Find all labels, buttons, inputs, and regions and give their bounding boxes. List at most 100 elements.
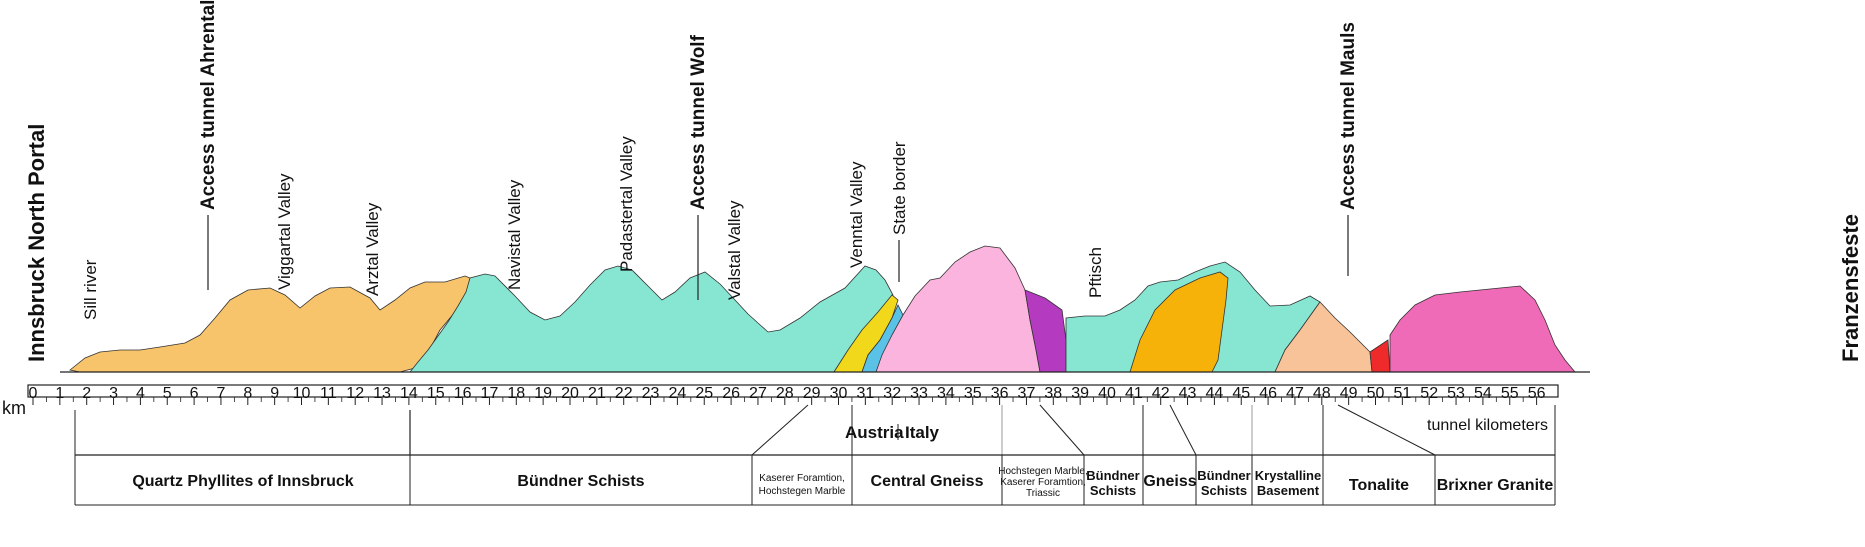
- km-tick-label: 43: [1179, 385, 1197, 402]
- km-tick-label: 0: [29, 385, 38, 402]
- tick-marks: [32, 397, 1538, 405]
- geology-label: Gneiss: [1143, 473, 1196, 490]
- geology-label: Quartz Phyllites of Innsbruck: [132, 473, 353, 490]
- km-tick-label: 13: [373, 385, 391, 402]
- km-tick-label: 32: [883, 385, 901, 402]
- geology-label: Central Gneiss: [871, 473, 984, 490]
- feature-label: Padastertal Valley: [617, 136, 636, 272]
- km-tick-label: 15: [427, 385, 445, 402]
- km-tick-label: 7: [216, 385, 225, 402]
- feature-annotations: Sill river Access tunnel Ahrental Viggarta…: [81, 0, 1359, 320]
- section-central-gneiss: [875, 245, 1041, 373]
- geology-label: Tonalite: [1349, 477, 1409, 494]
- feature-label: Arztal Valley: [363, 202, 382, 296]
- geology-label: Kaserer Foramtion, Hochstegen Marble: [759, 473, 846, 497]
- feature-label: Venntal Valley: [847, 161, 866, 268]
- km-tick-label: 52: [1420, 385, 1438, 402]
- km-tick-label: 24: [669, 385, 687, 402]
- km-tick-label: 45: [1232, 385, 1250, 402]
- km-tick-label: 39: [1071, 385, 1089, 402]
- km-tick-label: 37: [1018, 385, 1036, 402]
- km-tick-label: 21: [588, 385, 606, 402]
- country-italy: Italy: [905, 423, 940, 442]
- feature-label: State border: [890, 141, 909, 235]
- km-tick-label: 54: [1474, 385, 1492, 402]
- geology-label: Hochstegen Marble, Kaserer Foramtion, Tria…: [998, 466, 1088, 499]
- km-tick-label: 8: [243, 385, 252, 402]
- band-connector: [751, 404, 809, 456]
- band-connector: [1169, 404, 1197, 456]
- km-tick-label: 20: [561, 385, 579, 402]
- km-tick-label: 55: [1501, 385, 1519, 402]
- feature-label: Access tunnel Mauls: [1338, 22, 1359, 210]
- km-tick-label: 28: [776, 385, 794, 402]
- portal-north: Innsbruck North Portal: [24, 124, 49, 362]
- km-tick-label: 25: [695, 385, 713, 402]
- km-tick-label: 29: [803, 385, 821, 402]
- axis-bar: [27, 384, 1559, 398]
- km-tick-label: 38: [1044, 385, 1062, 402]
- section-gneiss-orange: [1129, 271, 1229, 373]
- axis-unit-label: km: [2, 398, 26, 418]
- feature-label: Pftisch: [1086, 247, 1105, 298]
- km-tick-label: 34: [937, 385, 955, 402]
- km-tick-label: 44: [1206, 385, 1224, 402]
- km-tick-label: 31: [856, 385, 874, 402]
- geology-bands: Austria Italy tunnel kilometers Quartz P…: [74, 404, 1556, 506]
- geology-label: Krystalline Basement: [1255, 468, 1321, 498]
- km-tick-label: 53: [1447, 385, 1465, 402]
- portal-south: Franzensfeste: [1838, 214, 1863, 362]
- km-tick-label: 19: [534, 385, 552, 402]
- km-tick-label: 50: [1367, 385, 1385, 402]
- km-tick-label: 5: [163, 385, 172, 402]
- feature-label: Access tunnel Ahrental: [198, 0, 219, 210]
- km-tick-label: 17: [481, 385, 499, 402]
- km-tick-label: 11: [320, 385, 337, 402]
- km-tick-label: 35: [964, 385, 982, 402]
- km-tick-label: 18: [507, 385, 525, 402]
- section-bundner-schist-1: [409, 265, 894, 373]
- km-tick-label: 26: [722, 385, 740, 402]
- km-tick-label: 12: [346, 385, 364, 402]
- section-tonalite: [1389, 285, 1576, 373]
- band-connector: [1337, 404, 1436, 456]
- km-tick-label: 3: [109, 385, 118, 402]
- km-tick-label: 9: [270, 385, 279, 402]
- section-red-unit: [1369, 339, 1391, 373]
- km-tick-label: 36: [991, 385, 1009, 402]
- feature-label: Valstal Valley: [725, 200, 744, 300]
- km-tick-label: 2: [82, 385, 91, 402]
- cross-section: [69, 245, 1576, 373]
- geology-label: Bündner Schists: [1086, 468, 1139, 498]
- km-tick-label: 47: [1286, 385, 1304, 402]
- feature-label: Viggartal Valley: [275, 173, 294, 290]
- km-tick-label: 41: [1125, 385, 1143, 402]
- tunnel-km-label: tunnel kilometers: [1427, 417, 1548, 434]
- km-tick-label: 6: [190, 385, 199, 402]
- km-tick-label: 42: [1152, 385, 1170, 402]
- km-tick-label: 46: [1259, 385, 1277, 402]
- km-tick-label: 23: [642, 385, 660, 402]
- km-tick-label: 51: [1393, 385, 1411, 402]
- km-tick-label: 48: [1313, 385, 1331, 402]
- feature-label: Access tunnel Wolf: [688, 34, 709, 210]
- km-tick-label: 56: [1528, 385, 1546, 402]
- geology-label: Brixner Granite: [1437, 477, 1554, 494]
- country-austria: Austria: [845, 423, 904, 442]
- km-tick-label: 33: [910, 385, 928, 402]
- km-tick-label: 1: [55, 385, 64, 402]
- geology-label: Bündner Schists: [517, 473, 644, 490]
- km-axis: km 0 1 2 3 4 5 6 7 8 9 10 11 12 13 14 15 16 17 18 19 20 21 22 2…: [2, 384, 1559, 418]
- km-tick-label: 49: [1340, 385, 1358, 402]
- km-tick-label: 30: [830, 385, 848, 402]
- feature-label: Navistal Valley: [505, 179, 524, 290]
- feature-label: Sill river: [81, 259, 100, 320]
- section-quartz-phyllite: [69, 275, 471, 373]
- km-tick-label: 27: [749, 385, 767, 402]
- band-connector: [1039, 404, 1085, 456]
- km-tick-label: 14: [400, 385, 418, 402]
- km-tick-label: 22: [615, 385, 633, 402]
- km-tick-label: 40: [1098, 385, 1116, 402]
- geology-label: Bündner Schists: [1197, 468, 1250, 498]
